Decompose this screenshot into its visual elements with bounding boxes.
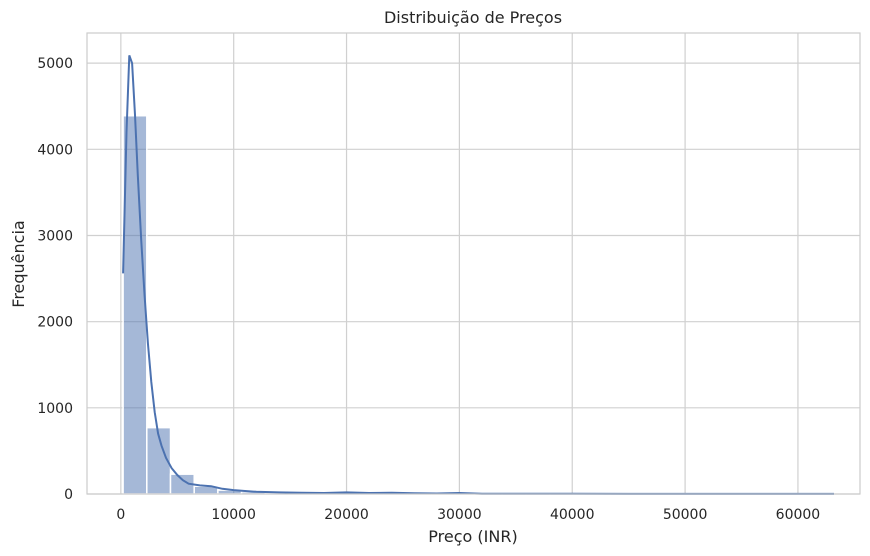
y-axis-ticks: 0 1000 2000 3000 4000 5000 <box>37 56 73 503</box>
y-tick-label-1: 1000 <box>37 401 73 417</box>
x-axis-ticks: 0 10000 20000 30000 40000 50000 60000 <box>116 507 820 523</box>
x-tick-label-4: 40000 <box>550 507 595 523</box>
histogram-bars <box>122 114 835 495</box>
plot-frame <box>86 32 861 495</box>
x-tick-label-3: 30000 <box>437 507 482 523</box>
x-tick-label-2: 20000 <box>324 507 369 523</box>
x-tick-label-1: 10000 <box>211 507 256 523</box>
x-tick-label-5: 50000 <box>663 507 708 523</box>
y-axis-title: Frequência <box>9 220 28 307</box>
histogram-bar-0 <box>122 114 148 495</box>
kde-curve <box>122 55 834 495</box>
y-tick-label-2: 2000 <box>37 315 73 331</box>
x-tick-label-0: 0 <box>116 507 125 523</box>
y-tick-label-3: 3000 <box>37 228 73 244</box>
grid-lines <box>87 33 860 495</box>
y-tick-label-5: 5000 <box>37 56 73 72</box>
x-axis-title: Preço (INR) <box>428 527 517 546</box>
x-tick-label-6: 60000 <box>776 507 821 523</box>
y-tick-label-4: 4000 <box>37 142 73 158</box>
chart-title: Distribuição de Preços <box>384 8 562 27</box>
y-tick-label-0: 0 <box>64 487 73 503</box>
